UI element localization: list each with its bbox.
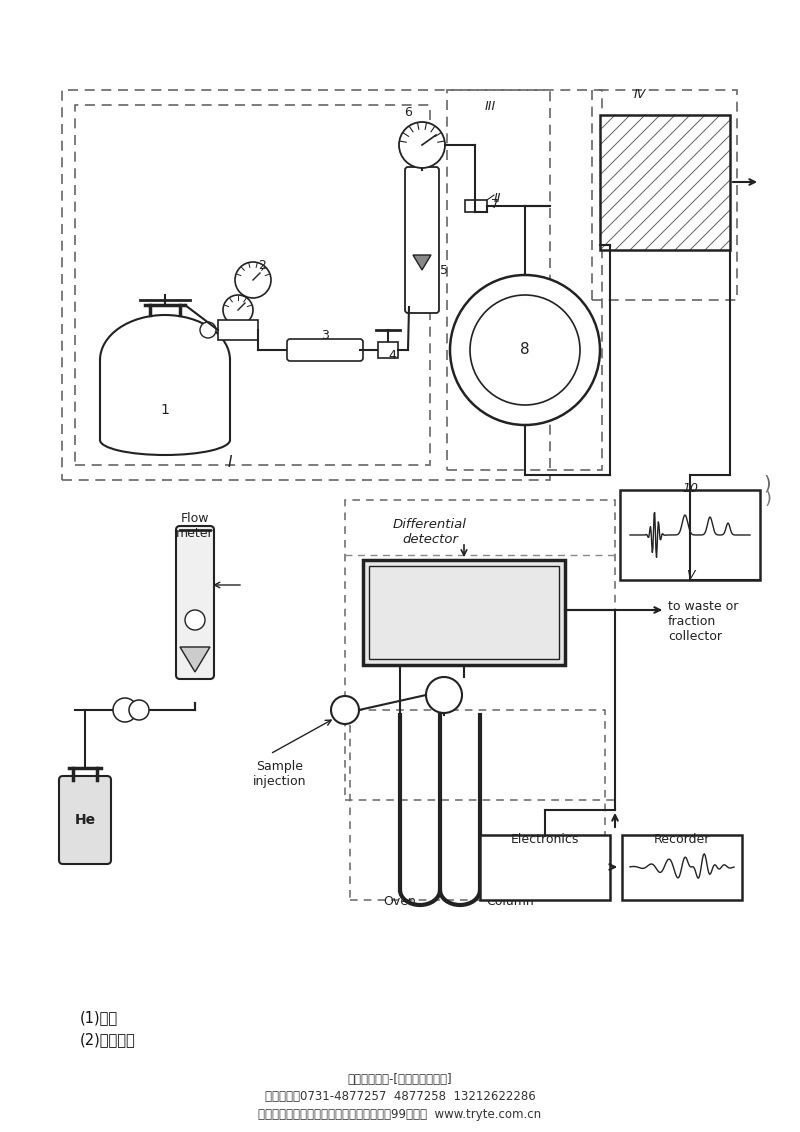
Circle shape — [426, 677, 462, 713]
Text: 湖南创特科技-[南京科捷分公司]: 湖南创特科技-[南京科捷分公司] — [348, 1073, 452, 1086]
Bar — [620, 490, 760, 580]
Circle shape — [399, 122, 445, 168]
FancyBboxPatch shape — [176, 526, 214, 679]
Text: ): ) — [763, 475, 770, 494]
Polygon shape — [413, 255, 431, 271]
Text: (1)载气: (1)载气 — [80, 1010, 118, 1024]
Bar — [600, 115, 730, 250]
Text: 地址：湖南长沙芙蓉区隆平高科技园长冲路99号一栋  www.tryte.com.cn: 地址：湖南长沙芙蓉区隆平高科技园长冲路99号一栋 www.tryte.com.c… — [258, 1108, 542, 1121]
Text: (2)气路结构: (2)气路结构 — [80, 1032, 136, 1047]
Text: Sample
injection: Sample injection — [254, 760, 306, 788]
Circle shape — [450, 275, 600, 424]
Text: Differential
detector: Differential detector — [393, 518, 467, 546]
Text: V: V — [686, 569, 694, 582]
FancyBboxPatch shape — [287, 338, 363, 361]
Text: I: I — [228, 455, 232, 470]
Circle shape — [129, 700, 149, 720]
Circle shape — [331, 696, 359, 724]
Text: 2: 2 — [258, 259, 266, 272]
Text: Column: Column — [486, 895, 534, 908]
Circle shape — [200, 321, 216, 338]
FancyBboxPatch shape — [59, 777, 111, 864]
Text: III: III — [484, 100, 496, 113]
Circle shape — [235, 261, 271, 298]
Text: 公司电话：0731-4877257  4877258  13212622286: 公司电话：0731-4877257 4877258 13212622286 — [265, 1090, 535, 1103]
Text: 6: 6 — [404, 106, 412, 119]
Bar — [378, 342, 398, 358]
Text: He: He — [74, 813, 95, 827]
Text: II: II — [494, 192, 502, 205]
Bar — [369, 566, 559, 659]
Text: 3: 3 — [321, 329, 329, 342]
Text: IV: IV — [634, 88, 646, 101]
Text: 10: 10 — [682, 482, 698, 495]
Text: to waste or
fraction
collector: to waste or fraction collector — [668, 600, 738, 643]
Text: Electronics: Electronics — [511, 833, 579, 846]
Text: Oven: Oven — [383, 895, 417, 908]
Bar — [480, 835, 610, 900]
Text: 1: 1 — [161, 403, 170, 417]
FancyBboxPatch shape — [405, 168, 439, 314]
Text: 5: 5 — [440, 264, 448, 276]
Circle shape — [223, 295, 253, 325]
Bar — [363, 560, 565, 664]
Bar — [622, 835, 742, 900]
Bar — [465, 200, 487, 212]
Bar — [218, 320, 258, 340]
Text: 4: 4 — [388, 349, 396, 362]
Text: Recorder: Recorder — [654, 833, 710, 846]
Text: 8: 8 — [520, 343, 530, 358]
Circle shape — [113, 698, 137, 722]
Text: Flow
meter: Flow meter — [176, 512, 214, 540]
Text: 7: 7 — [491, 198, 499, 211]
Text: ): ) — [765, 490, 772, 508]
Polygon shape — [180, 648, 210, 672]
Circle shape — [185, 610, 205, 631]
